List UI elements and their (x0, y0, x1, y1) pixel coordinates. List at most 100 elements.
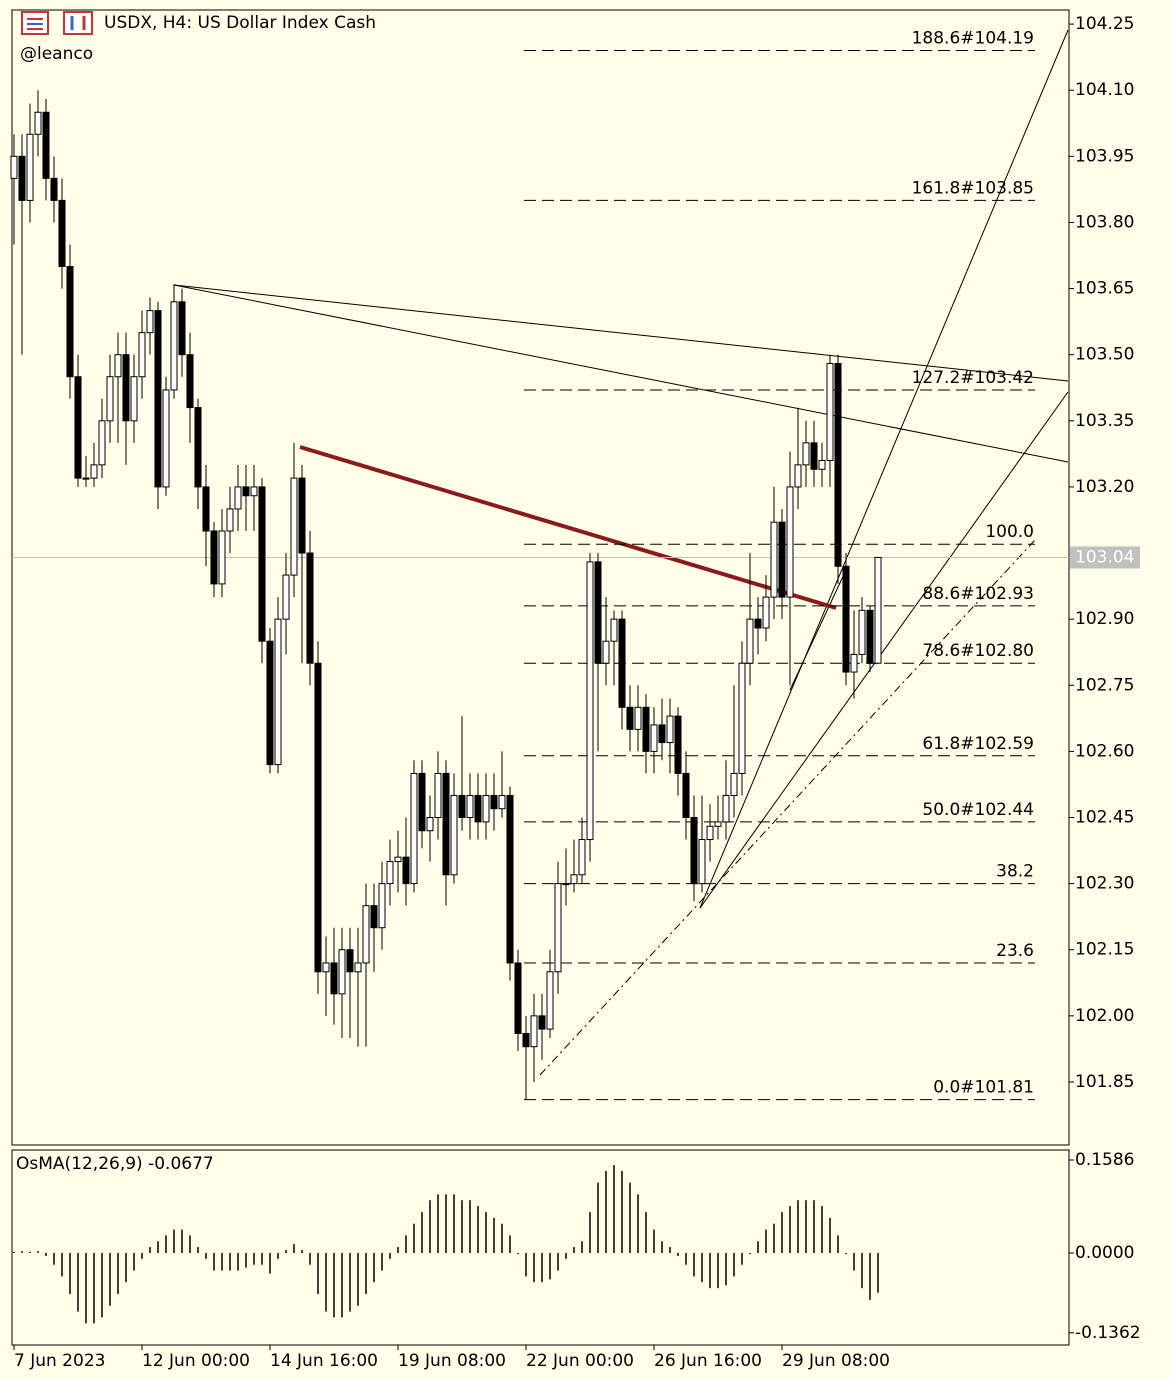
candle-body (562, 883, 570, 886)
candle-body (698, 839, 706, 885)
candle-body (130, 376, 138, 422)
candle-body (546, 971, 554, 1030)
candle-body (170, 301, 178, 391)
candle-body (330, 962, 338, 995)
candle-body (178, 301, 186, 356)
trend-lines (173, 29, 1069, 1076)
candle-body (722, 794, 730, 823)
candle-body (354, 962, 362, 973)
candle-body (874, 556, 882, 664)
candle-body (298, 477, 306, 554)
fib-label: 78.6#102.80 (922, 641, 1034, 661)
y-tick-label: 103.35 (1075, 411, 1134, 431)
candle-body (498, 794, 506, 810)
candle-body (738, 662, 746, 774)
candle-body (138, 332, 146, 378)
candle-body (570, 874, 578, 885)
candle-body (658, 724, 666, 744)
candle-body (858, 609, 866, 655)
candle-body (106, 376, 114, 422)
candle-body (290, 477, 298, 576)
candle-body (202, 486, 210, 532)
candle-body (730, 772, 738, 796)
candle-body (866, 609, 874, 664)
candle-body (274, 618, 282, 766)
candle-body (370, 905, 378, 929)
x-tick-label: 7 Jun 2023 (14, 1351, 105, 1371)
y-tick-label: 104.25 (1075, 14, 1134, 34)
y-tick-label: 103.20 (1075, 477, 1134, 497)
candle-body (442, 772, 450, 876)
candle-body (258, 486, 266, 642)
candle-body (66, 266, 74, 378)
candle-body (98, 420, 106, 466)
candle-body (690, 817, 698, 885)
candle-body (770, 521, 778, 598)
candle-body (586, 561, 594, 841)
candle-body (634, 706, 642, 730)
candle-body (514, 962, 522, 1034)
candle-body (754, 618, 762, 629)
candle-body (18, 155, 26, 201)
candle-body (114, 354, 122, 378)
y-tick-label: 102.30 (1075, 874, 1134, 894)
candle-body (394, 856, 402, 863)
candle-body (410, 772, 418, 885)
y-tick-label: 102.75 (1075, 675, 1134, 695)
candle-body (474, 794, 482, 823)
candle-body (90, 464, 98, 479)
candle-body (34, 111, 42, 135)
candle-body (194, 407, 202, 488)
main-panel (11, 9, 1070, 1146)
y-tick-label: 103.50 (1075, 345, 1134, 365)
candle-body (26, 133, 34, 201)
candle-body (482, 794, 490, 823)
candle-body (322, 962, 330, 973)
y-tick-label: 102.00 (1075, 1006, 1134, 1026)
osc-title: OsMA(12,26,9) -0.0677 (16, 1154, 214, 1174)
y-tick-label: 102.15 (1075, 940, 1134, 960)
candle-body (834, 363, 842, 567)
last-price-box (1070, 546, 1140, 569)
osc-panel (11, 1149, 1070, 1346)
candle-body (314, 662, 322, 973)
candle-body (186, 354, 194, 409)
candle-body (674, 715, 682, 774)
candle-body (618, 618, 626, 708)
candle-body (842, 565, 850, 673)
candle-body (306, 552, 314, 664)
candle-body (826, 363, 834, 461)
candle-body (490, 794, 498, 810)
x-tick-label: 19 Jun 08:00 (398, 1351, 506, 1371)
candle-body (426, 817, 434, 832)
candle-body (762, 596, 770, 629)
candle-body (786, 486, 794, 598)
candle-body (226, 508, 234, 532)
candle-body (802, 442, 810, 466)
y-tick-label: 102.60 (1075, 741, 1134, 761)
candle-body (378, 883, 386, 929)
fib-label: 61.8#102.59 (922, 734, 1034, 754)
candle-body (650, 724, 658, 752)
fib-label: 88.6#102.93 (922, 584, 1034, 604)
candle-body (538, 1015, 546, 1030)
fib-label: 38.2 (996, 862, 1034, 882)
osc-tick-label: 0.1586 (1075, 1150, 1134, 1170)
candle-body (466, 794, 474, 819)
fib-label: 161.8#103.85 (912, 178, 1034, 198)
y-tick-label: 103.80 (1075, 212, 1134, 232)
candle-body (714, 821, 722, 827)
candle-body (418, 772, 426, 832)
header-icons (21, 11, 93, 35)
candle-body (554, 883, 562, 973)
candle-body (210, 530, 218, 585)
candle-body (778, 521, 786, 598)
x-tick-label: 12 Jun 00:00 (142, 1351, 250, 1371)
fib-label: 0.0#101.81 (933, 1078, 1034, 1098)
author: @leanco (20, 44, 93, 64)
candle-body (746, 618, 754, 664)
candle-body (82, 477, 90, 480)
candle-body (506, 794, 514, 964)
candle-body (850, 653, 858, 673)
